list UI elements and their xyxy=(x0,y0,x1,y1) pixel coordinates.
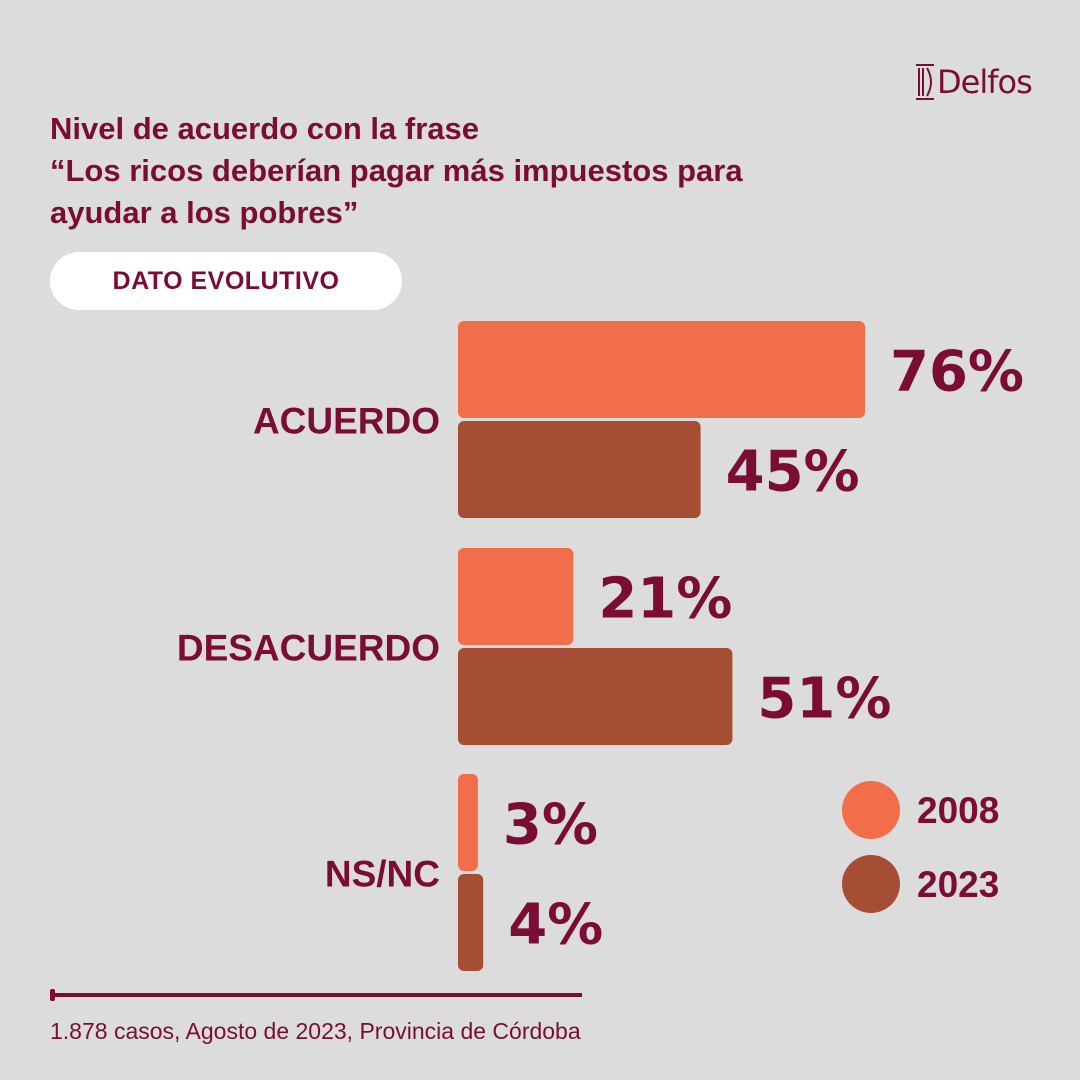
footer-source: 1.878 casos, Agosto de 2023, Provincia d… xyxy=(50,1018,581,1044)
dato-evolutivo-badge: DATO EVOLUTIVO xyxy=(50,252,402,310)
logo-text: Delfos xyxy=(937,63,1033,101)
legend-label-2023: 2023 xyxy=(917,864,999,905)
category-label-ns-nc: NS/NC xyxy=(325,854,440,895)
legend-swatch-2023 xyxy=(842,855,900,913)
bar-chart: ACUERDO 76% 45% DESACUERDO 21% 51% NS/NC 3% 4% 20… xyxy=(177,321,1024,971)
bar-desacuerdo-2008 xyxy=(458,548,574,645)
legend-label-2008: 2008 xyxy=(917,790,999,831)
value-label-ns-nc-2023: 4% xyxy=(508,893,603,958)
category-label-desacuerdo: DESACUERDO xyxy=(177,628,440,669)
bar-acuerdo-2023 xyxy=(458,421,701,518)
chart-title: Nivel de acuerdo con la frase “Los ricos… xyxy=(50,108,910,234)
footer-divider xyxy=(50,989,582,1001)
bar-acuerdo-2008 xyxy=(458,321,865,418)
title-line-2: “Los ricos deberían pagar más impuestos … xyxy=(50,153,743,188)
value-label-desacuerdo-2008: 21% xyxy=(598,567,732,632)
bar-ns-nc-2023 xyxy=(458,874,484,971)
column-icon xyxy=(916,64,934,100)
value-label-ns-nc-2008: 3% xyxy=(503,793,598,858)
delfos-logo: Delfos xyxy=(915,62,1033,102)
value-label-acuerdo-2023: 45% xyxy=(726,440,860,505)
category-label-acuerdo: ACUERDO xyxy=(253,401,440,442)
value-label-acuerdo-2008: 76% xyxy=(890,340,1024,405)
bar-ns-nc-2008 xyxy=(458,774,478,871)
bar-desacuerdo-2023 xyxy=(458,648,733,745)
legend-swatch-2008 xyxy=(842,781,900,839)
title-line-1: Nivel de acuerdo con la frase xyxy=(50,111,480,146)
value-label-desacuerdo-2023: 51% xyxy=(757,667,891,732)
title-line-3: ayudar a los pobres” xyxy=(50,195,359,230)
